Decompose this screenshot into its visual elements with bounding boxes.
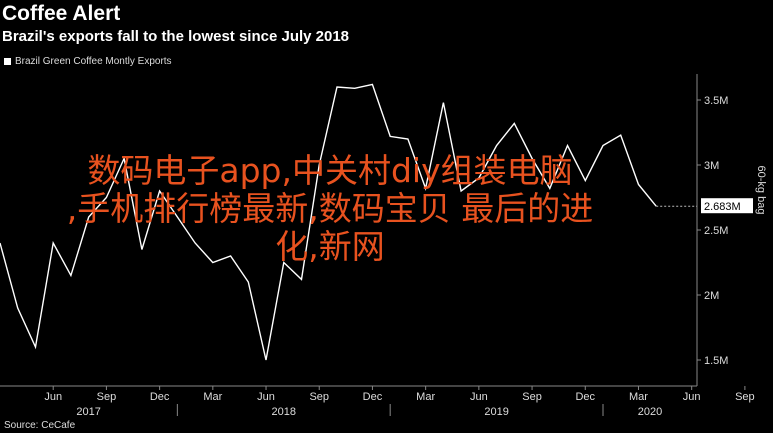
chart-title: Coffee Alert (2, 2, 121, 25)
overlay-text: 数码电子app,中关村diy组装电脑 ,手机排行榜最新,数码宝贝 最后的进 化,… (0, 152, 660, 266)
x-tick-label: Jun (257, 391, 275, 403)
overlay-line-3: 化,新网 (275, 227, 385, 266)
x-tick-label: Sep (309, 391, 329, 403)
x-tick-label: Mar (416, 391, 435, 403)
last-value-label: 2.683M (704, 201, 741, 213)
overlay-line-1: 数码电子app,中关村diy组装电脑 (87, 151, 573, 190)
x-tick-label: Jun (470, 391, 488, 403)
y-tick-label: 1.5M (704, 355, 728, 367)
y-tick-label: 2.5M (704, 225, 728, 237)
x-tick-label: Dec (150, 391, 170, 403)
x-year-label: 2017 (76, 406, 100, 418)
x-tick-label: Jun (44, 391, 62, 403)
source-note: Source: CeCafe (4, 420, 76, 431)
x-tick-label: Sep (735, 391, 755, 403)
y-tick-label: 2M (704, 290, 719, 302)
overlay-line-2: ,手机排行榜最新,数码宝贝 最后的进 (66, 189, 594, 228)
x-tick-label: Jun (683, 391, 701, 403)
chart-subtitle: Brazil's exports fall to the lowest sinc… (2, 28, 350, 45)
legend-label: Brazil Green Coffee Montly Exports (15, 56, 172, 67)
y-tick-label: 3M (704, 160, 719, 172)
x-tick-label: Dec (363, 391, 383, 403)
legend-swatch (4, 58, 11, 65)
last-value-box (701, 198, 753, 214)
x-tick-label: Mar (629, 391, 648, 403)
x-year-label: 2020 (638, 406, 662, 418)
x-tick-label: Dec (575, 391, 595, 403)
x-tick-label: Mar (203, 391, 222, 403)
x-tick-label: Sep (522, 391, 542, 403)
series-line (0, 83, 657, 361)
y-axis-label: 60-kg bag (755, 166, 767, 215)
y-tick-label: 3.5M (704, 95, 728, 107)
x-year-label: 2018 (272, 406, 296, 418)
x-tick-label: Sep (97, 391, 117, 403)
x-year-label: 2019 (484, 406, 508, 418)
legend: Brazil Green Coffee Montly Exports (4, 56, 172, 67)
